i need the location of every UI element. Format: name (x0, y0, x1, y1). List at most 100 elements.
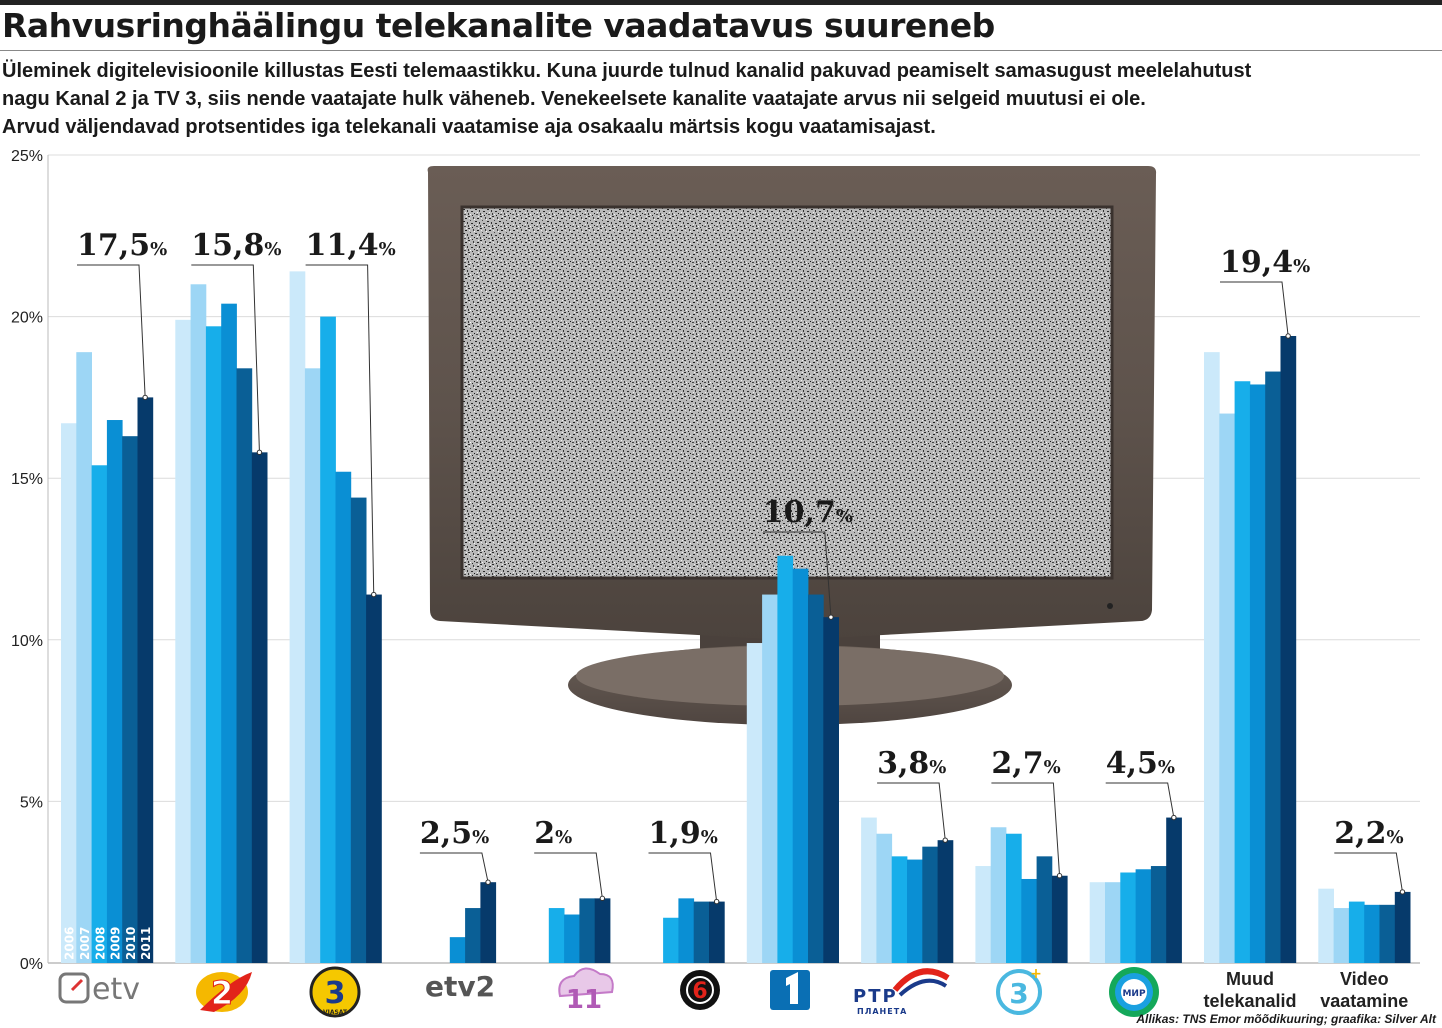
bar-tv3plus-2011 (1051, 875, 1068, 963)
tv-power-light (1107, 603, 1113, 609)
callout-dot-tv6 (713, 898, 720, 905)
callout-line-tv6 (648, 852, 718, 902)
category-label-video: vaatamine (1320, 991, 1408, 1011)
data-label-tv6: 1,9% (649, 816, 718, 851)
subtitle-line-1: Üleminek digitelevisioonile killustas Ee… (2, 60, 1252, 82)
bar-video-2010 (1379, 904, 1396, 963)
tv3-logo-sub: VIASAT (323, 1009, 348, 1016)
bar-group-tv6 (663, 898, 725, 963)
bar-video-2007 (1333, 908, 1350, 963)
tv3plus-logo-ring (996, 969, 1042, 1015)
callout-line-pbk (762, 531, 832, 618)
tv6-logo-circle (680, 970, 720, 1010)
bar-kanal11-2011 (594, 898, 611, 963)
bar-etv-2011 (137, 397, 154, 963)
bar-tv6-2009 (678, 898, 695, 963)
data-label-tv3plus: 2,7% (991, 746, 1060, 781)
bar-tv6-2011 (709, 901, 725, 963)
bar-tv3plus-2007 (990, 827, 1007, 963)
callout-line-rtr (877, 782, 946, 841)
bar-kanal2-2008 (205, 326, 222, 963)
callout-dot-video (1399, 889, 1406, 895)
kanal2-logo-swoosh (200, 972, 252, 1012)
kanal11-logo-cloud (558, 967, 614, 998)
bar-kanal2-2010 (236, 368, 253, 963)
year-labels: 2006 2007 2008 2009 2010 2011 (63, 927, 153, 960)
bar-tv3plus-2006 (975, 866, 992, 963)
bar-group-rtr (861, 817, 954, 963)
callout-dot-rtr (942, 837, 948, 843)
bar-muud-2006 (1204, 352, 1220, 964)
pbk-logo-one (786, 972, 798, 1004)
tv3-logo-circle (309, 966, 361, 1018)
bar-mir-2010 (1150, 866, 1167, 963)
rtr-logo-text: РТР (853, 986, 898, 1007)
bar-rtr-2006 (861, 817, 877, 963)
tv6-logo-icon: 6 (680, 970, 720, 1010)
bar-group-kanal11 (548, 898, 611, 963)
page-title: Rahvusringhäälingu telekanalite vaadatav… (2, 6, 995, 45)
year-label-2008: 2008 (93, 927, 107, 960)
bar-pbk-2009 (792, 568, 809, 963)
bar-etv-2010 (122, 436, 138, 964)
etv-logo-text: etv (92, 972, 140, 1007)
bar-video-2009 (1364, 904, 1380, 963)
bar-group-etv (61, 352, 154, 964)
source-credit: Allikas: TNS Emor mõõdikuuring; graafika… (1136, 1012, 1436, 1026)
bar-pbk-2007 (762, 594, 778, 963)
data-label-tv3: 11,4% (306, 228, 396, 263)
y-tick-label: 25% (11, 148, 43, 165)
callout-line-tv3plus (991, 782, 1061, 876)
bar-group-etv2 (449, 882, 497, 963)
bar-rtr-2010 (922, 846, 938, 963)
tv3plus-logo-number: 3 (1009, 977, 1028, 1010)
bar-kanal2-2007 (190, 284, 207, 963)
year-label-2007: 2007 (78, 927, 92, 960)
callout-dot-etv2 (485, 879, 491, 885)
bar-kanal2-2011 (251, 452, 268, 963)
bar-etv-2009 (106, 420, 123, 963)
etv2-logo-text: etv2 (425, 970, 495, 1003)
bar-etv2-2011 (480, 882, 497, 963)
data-label-etv: 17,5% (77, 228, 167, 263)
etv-logo-icon: etv (58, 972, 140, 1007)
bar-tv3plus-2009 (1021, 878, 1037, 963)
bar-etv-2008 (91, 465, 108, 963)
bar-etv2-2009 (449, 937, 466, 963)
bar-tv3-2008 (320, 316, 336, 964)
y-tick-label: 5% (20, 794, 43, 811)
callout-line-video (1334, 852, 1403, 892)
rtr-logo-arc-blue (898, 978, 948, 997)
data-label-video: 2,2% (1334, 816, 1403, 851)
callout-line-mir (1105, 782, 1175, 818)
bar-rtr-2008 (891, 856, 908, 963)
rtr-logo-arc-red (892, 968, 950, 992)
callout-line-kanal11 (534, 852, 603, 899)
mir-logo-icon: МИР (1109, 967, 1159, 1017)
data-label-pbk: 10,7% (763, 495, 853, 530)
bar-video-2011 (1394, 891, 1411, 963)
bar-rtr-2007 (876, 833, 893, 963)
y-tick-label: 0% (20, 956, 43, 973)
callout-dot-tv3 (371, 591, 377, 598)
callout-dot-tv3plus (1056, 873, 1063, 879)
bar-muud-2009 (1249, 384, 1266, 963)
tv-illustration (427, 166, 1157, 725)
value-callouts: 17,5% 15,8% 11,4% 2,5% 2% 1,9% 10,7% 3,8% 2,7% 4,… (77, 228, 1406, 905)
tv3plus-logo-plus: + (1030, 966, 1042, 982)
bar-group-pbk (746, 555, 839, 963)
kanal2-logo-icon: 2 (196, 972, 252, 1013)
bar-mir-2009 (1135, 869, 1152, 963)
callout-line-muud (1220, 281, 1289, 337)
bar-muud-2010 (1265, 371, 1281, 963)
year-label-2010: 2010 (124, 927, 138, 960)
data-label-mir: 4,5% (1106, 746, 1175, 781)
bar-mir-2007 (1105, 882, 1121, 963)
callout-dot-kanal11 (599, 895, 606, 902)
category-label-muud: telekanalid (1203, 991, 1296, 1011)
subtitle-line-3: Arvud väljendavad protsentides iga telek… (2, 116, 936, 138)
kanal11-logo-number: 11 (566, 985, 602, 1015)
